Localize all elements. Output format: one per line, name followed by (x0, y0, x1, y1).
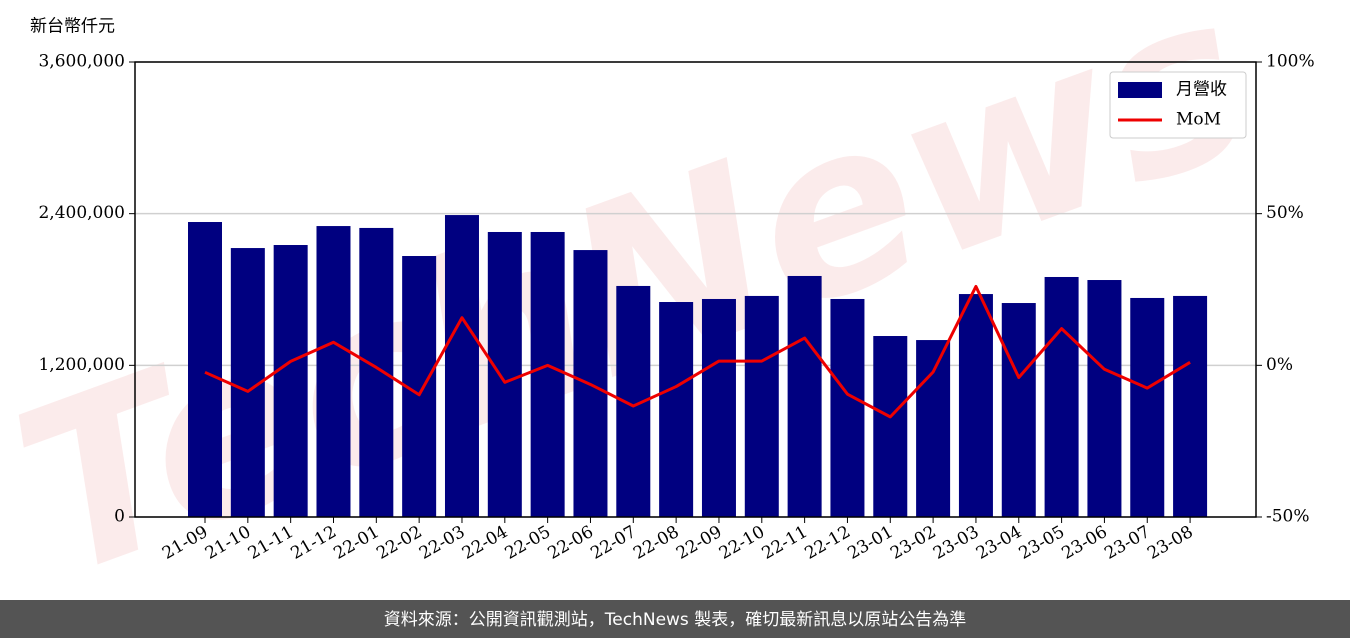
y-tick-label: 3,600,000 (38, 52, 125, 72)
y-axis-label: 新台幣仟元 (30, 17, 115, 37)
x-tick-label: 22-10 (716, 522, 768, 564)
bar (316, 226, 351, 517)
y-tick-label: 1,200,000 (38, 355, 125, 375)
x-tick-label: 23-07 (1101, 522, 1153, 564)
bar (273, 245, 308, 517)
y2-tick-label: 50% (1266, 203, 1304, 223)
bar (530, 231, 565, 518)
y-tick-label: 0 (114, 507, 125, 527)
x-tick-label: 23-02 (887, 522, 939, 564)
x-tick-label: 22-09 (673, 522, 725, 564)
bar (1130, 297, 1165, 517)
footer-bar (0, 600, 1350, 638)
x-tick-label: 23-08 (1144, 522, 1196, 564)
bar (659, 302, 694, 517)
x-tick-label: 22-11 (759, 522, 811, 564)
x-tick-label: 22-08 (630, 522, 682, 564)
x-tick-label: 23-03 (930, 522, 982, 564)
footer: 資料來源：公開資訊觀測站，TechNews 製表，確切最新訊息以原站公告為準 (384, 610, 966, 630)
x-tick-label: 22-05 (502, 522, 554, 564)
x-tick-label: 22-07 (587, 522, 639, 564)
legend-label: MoM (1176, 110, 1221, 130)
bar (1087, 280, 1122, 517)
legend-label: 月營收 (1176, 80, 1227, 100)
y-tick-label: 2,400,000 (38, 203, 125, 223)
bar (444, 215, 479, 517)
plot-frame (134, 61, 1257, 518)
x-tick-label: 23-01 (844, 522, 896, 564)
bar (744, 295, 779, 517)
y2-tick-label: -50% (1266, 507, 1310, 527)
x-tick-label: 23-06 (1058, 522, 1110, 564)
x-tick-label: 23-04 (973, 522, 1025, 564)
bar (1044, 276, 1079, 517)
bar (787, 275, 822, 517)
bar (701, 298, 736, 517)
bar (188, 222, 222, 517)
x-tick-label: 22-04 (459, 522, 511, 564)
bar (1001, 303, 1036, 517)
y2-tick-label: 0% (1266, 355, 1293, 375)
x-tick-label: 22-12 (802, 522, 854, 564)
bar (487, 231, 522, 518)
x-tick-label: 22-02 (373, 522, 425, 564)
bar (359, 227, 394, 517)
bar (916, 340, 951, 517)
y2-tick-label: 100% (1266, 52, 1315, 72)
legend-swatch (1118, 82, 1162, 98)
bar (873, 336, 908, 517)
bar (830, 298, 865, 517)
line (204, 284, 1191, 419)
bar (958, 294, 993, 517)
x-tick-label: 23-05 (1016, 522, 1068, 564)
x-tick-label: 22-03 (416, 522, 468, 564)
bar (1173, 295, 1208, 517)
x-tick-label: 22-06 (545, 522, 597, 564)
